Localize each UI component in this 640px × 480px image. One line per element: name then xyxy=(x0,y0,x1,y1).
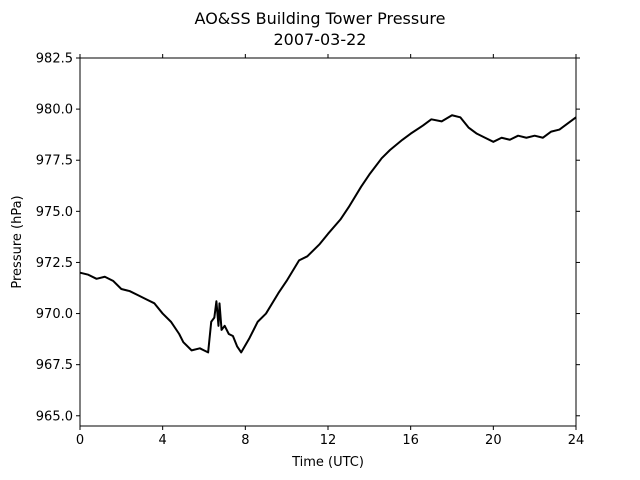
tick-layer: 0 4 8 12 16 20 24 965.0 967.5 970.0 972.5 975.0 977.… xyxy=(36,52,584,449)
x-tick-label: 16 xyxy=(402,433,419,448)
y-tick-label: 980.0 xyxy=(36,103,73,118)
x-axis-label: Time (UTC) xyxy=(291,455,364,470)
y-tick-label: 977.5 xyxy=(36,154,73,169)
y-tick-label: 982.5 xyxy=(36,52,73,67)
x-tick-label: 4 xyxy=(159,433,167,448)
y-tick-label: 965.0 xyxy=(36,409,73,424)
x-tick-label: 12 xyxy=(320,433,337,448)
chart-subtitle: 2007-03-22 xyxy=(274,30,367,49)
y-tick-label: 970.0 xyxy=(36,307,73,322)
plot-frame xyxy=(79,57,577,427)
y-tick-label: 972.5 xyxy=(36,256,73,271)
chart-title: AO&SS Building Tower Pressure xyxy=(195,9,446,28)
x-tick-label: 20 xyxy=(485,433,502,448)
y-axis-label: Pressure (hPa) xyxy=(10,195,25,288)
x-tick-label: 24 xyxy=(568,433,585,448)
y-tick-label: 975.0 xyxy=(36,205,73,220)
pressure-series-line xyxy=(79,114,577,354)
x-tick-label: 8 xyxy=(241,433,249,448)
x-tick-label: 0 xyxy=(76,433,84,448)
y-tick-label: 967.5 xyxy=(36,358,73,373)
